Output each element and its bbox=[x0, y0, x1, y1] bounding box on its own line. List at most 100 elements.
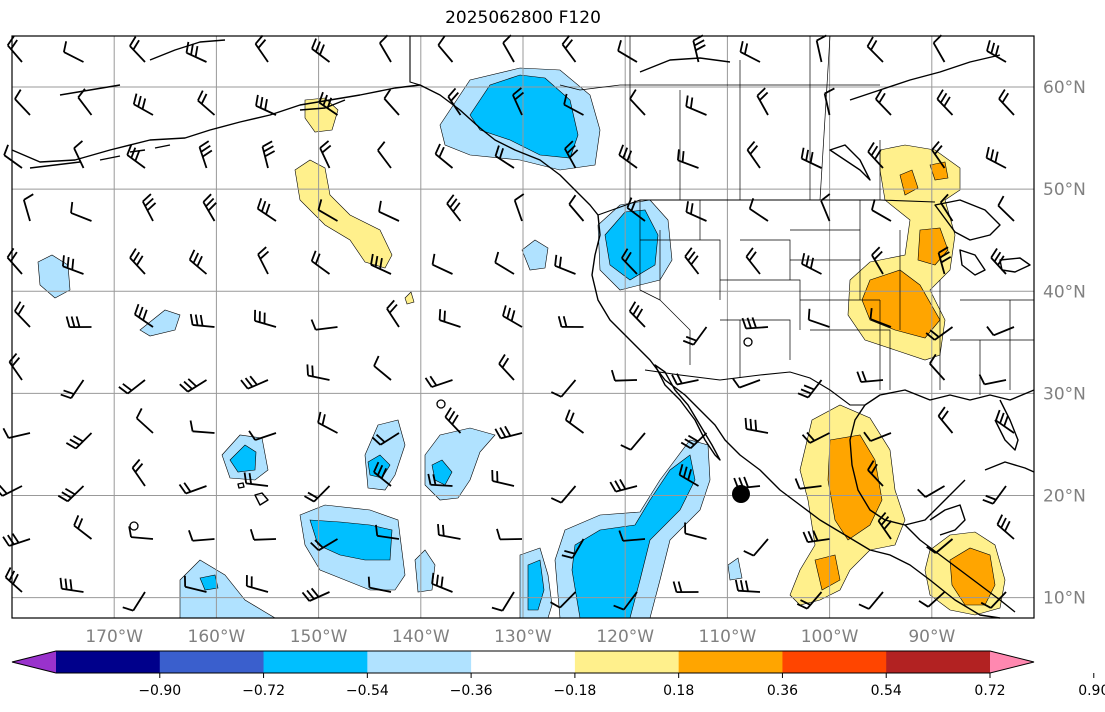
wind-barb bbox=[990, 248, 1007, 275]
wind-barb bbox=[310, 319, 338, 331]
wind-barb bbox=[802, 530, 830, 543]
wind-barb bbox=[498, 354, 515, 381]
shaded-contour-region bbox=[309, 519, 393, 561]
colorbar-tick-label: 0.54 bbox=[871, 683, 902, 699]
wind-barb bbox=[122, 591, 146, 612]
wind-barb bbox=[557, 316, 584, 328]
wind-barb bbox=[431, 253, 453, 275]
shaded-contour-region bbox=[199, 574, 219, 591]
wind-barb bbox=[995, 409, 1015, 434]
shaded-contour-region bbox=[521, 239, 549, 271]
wind-barb bbox=[986, 40, 1007, 63]
wind-barb bbox=[303, 485, 331, 503]
wind-barb bbox=[734, 579, 761, 593]
wind-barb bbox=[188, 530, 215, 542]
wind-barb bbox=[370, 253, 392, 275]
wind-barb bbox=[73, 140, 85, 169]
wind-barb bbox=[610, 369, 638, 382]
wind-barb bbox=[59, 577, 84, 593]
wind-barb bbox=[245, 575, 269, 593]
wind-barb bbox=[189, 313, 215, 328]
latitude-label: 50°N bbox=[1043, 180, 1086, 200]
wind-barb bbox=[367, 576, 392, 593]
wind-barb bbox=[867, 460, 884, 487]
wind-barb bbox=[866, 36, 884, 63]
wind-barb bbox=[618, 144, 638, 169]
wind-barb bbox=[243, 472, 269, 487]
wind-barb bbox=[128, 526, 154, 540]
map-frame bbox=[11, 35, 1035, 619]
shaded-contour-region bbox=[861, 269, 941, 339]
wind-barb bbox=[240, 375, 269, 390]
latitude-label: 10°N bbox=[1043, 589, 1086, 609]
wind-barb bbox=[554, 254, 576, 275]
shaded-contour-region bbox=[139, 309, 181, 337]
map-panel bbox=[0, 34, 1035, 619]
wind-barb bbox=[929, 353, 946, 381]
wind-barb bbox=[982, 485, 1007, 505]
wind-barb bbox=[491, 469, 515, 487]
wind-barb bbox=[437, 35, 454, 63]
wind-barb bbox=[2, 533, 31, 547]
cyclone-marker bbox=[732, 485, 750, 503]
latitude-label: 60°N bbox=[1043, 78, 1086, 98]
wind-barb bbox=[197, 90, 216, 116]
longitude-label: 140°W bbox=[392, 627, 450, 647]
wind-barb bbox=[188, 249, 208, 275]
wind-barb bbox=[202, 193, 217, 222]
wind-barb bbox=[671, 373, 699, 386]
pressure-marker-small bbox=[436, 399, 446, 409]
wind-barb bbox=[680, 432, 708, 450]
shaded-contour-region bbox=[229, 444, 257, 473]
wind-barb bbox=[937, 406, 954, 434]
wind-barb bbox=[869, 308, 892, 328]
wind-barb bbox=[73, 515, 93, 540]
shaded-contour-region bbox=[604, 209, 659, 281]
wind-barb bbox=[550, 485, 577, 504]
wind-barb bbox=[178, 482, 207, 495]
longitude-label: 160°W bbox=[188, 627, 246, 647]
wind-barb bbox=[3, 144, 23, 169]
colorbar-swatch bbox=[782, 651, 887, 673]
pressure-marker-small bbox=[743, 337, 753, 347]
wind-barb bbox=[998, 89, 1015, 116]
wind-barb bbox=[70, 201, 92, 222]
latitude-labels: 60°N 50°N 40°N 30°N 20°N 10°N bbox=[1043, 78, 1086, 609]
wind-barb bbox=[249, 529, 277, 541]
wind-barb bbox=[373, 355, 392, 381]
wind-barb bbox=[629, 89, 646, 116]
wind-barb bbox=[317, 411, 338, 434]
colorbar-tick-label: −0.54 bbox=[346, 683, 389, 699]
shaded-contour-region bbox=[827, 434, 883, 541]
wind-barb bbox=[14, 89, 31, 116]
colorbar-swatch bbox=[574, 651, 680, 673]
colorbar-swatch bbox=[471, 651, 576, 673]
colorbar-tick-label: 0.18 bbox=[663, 683, 694, 699]
wind-barb bbox=[494, 425, 523, 440]
wind-barb bbox=[820, 193, 831, 222]
wind-barb bbox=[427, 473, 453, 487]
wind-barb bbox=[561, 538, 585, 559]
wind-barb bbox=[261, 140, 276, 169]
latitude-label: 30°N bbox=[1043, 384, 1086, 404]
longitude-labels: 170°W 160°W 150°W 140°W 130°W 120°W 110°W 100°W… bbox=[85, 627, 955, 647]
wind-barb bbox=[65, 432, 93, 450]
wind-barb bbox=[997, 195, 1015, 222]
wind-barb bbox=[431, 572, 453, 593]
wind-barb bbox=[550, 591, 577, 609]
wind-barb bbox=[925, 326, 954, 341]
wind-barb bbox=[794, 478, 822, 490]
wind-barb bbox=[444, 407, 462, 434]
pressure-marker-small bbox=[129, 521, 139, 531]
gridlines bbox=[12, 36, 1034, 618]
wind-barb bbox=[438, 309, 461, 328]
wind-barb bbox=[57, 485, 85, 503]
wind-barb bbox=[931, 140, 946, 169]
wind-barb bbox=[60, 379, 85, 400]
wind-barb bbox=[936, 89, 954, 116]
wind-barb bbox=[550, 379, 577, 398]
wind-barb bbox=[743, 538, 769, 557]
wind-barb bbox=[807, 308, 830, 328]
wind-barb bbox=[255, 94, 277, 116]
